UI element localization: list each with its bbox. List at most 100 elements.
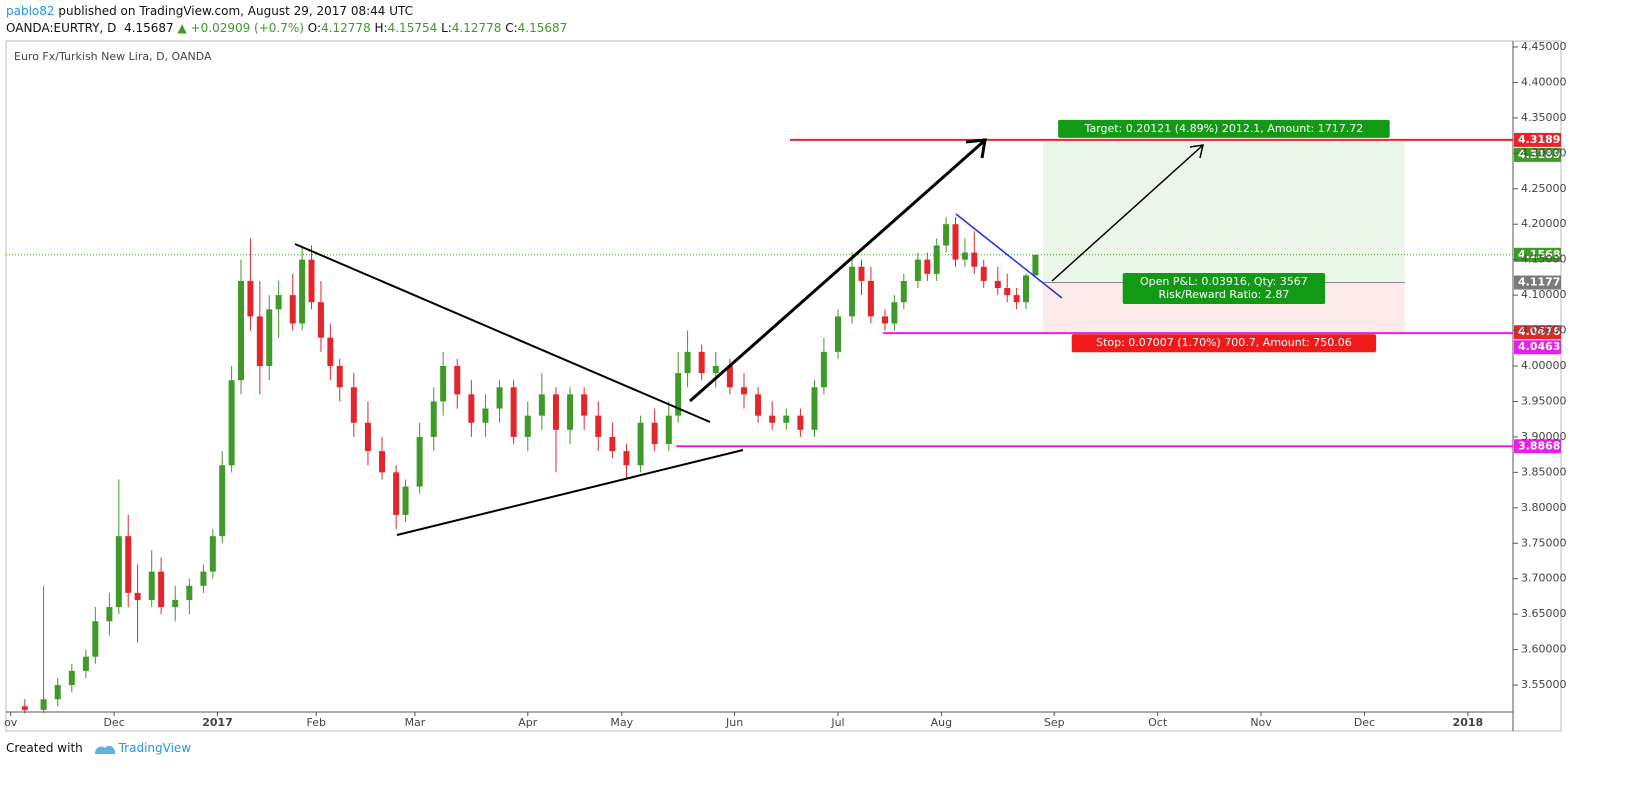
- candle-body: [256, 316, 263, 367]
- y-tick-label: 3.70000: [1521, 572, 1567, 585]
- y-tick-label: 3.75000: [1521, 536, 1567, 549]
- y-tick-label: 4.40000: [1521, 75, 1567, 88]
- candle-body: [651, 422, 658, 444]
- x-tick-label: Nov: [1250, 716, 1272, 729]
- candle-body: [712, 366, 719, 374]
- candle-body: [266, 309, 273, 367]
- candle-body: [820, 351, 827, 388]
- candle-body: [115, 536, 122, 608]
- h: 4.15754: [387, 21, 438, 35]
- y-tick-label: 4.15000: [1521, 253, 1567, 266]
- candle-body: [1004, 288, 1011, 296]
- candle-body: [933, 245, 940, 274]
- y-tick-label: 3.95000: [1521, 394, 1567, 407]
- publish-line: pablo82 published on TradingView.com, Au…: [6, 4, 413, 18]
- y-tick-label: 4.25000: [1521, 182, 1567, 195]
- candle-body: [275, 295, 282, 310]
- candle-body: [21, 706, 28, 710]
- price-label: 4.31891: [1518, 148, 1568, 161]
- candle-body: [379, 451, 386, 473]
- candle-body: [961, 252, 968, 260]
- c-label: C:: [505, 21, 518, 35]
- price-label: 4.31891: [1518, 133, 1568, 146]
- candle-body: [148, 571, 155, 600]
- candle-body: [186, 585, 193, 600]
- candle-body: [430, 401, 437, 437]
- price-label-box: [1514, 275, 1561, 290]
- candle-body: [924, 259, 931, 274]
- y-tick-label: 3.55000: [1521, 678, 1567, 691]
- price-label: 4.1177: [1518, 276, 1560, 289]
- candle-body: [867, 280, 874, 317]
- candle-body: [82, 656, 89, 671]
- c: 4.15687: [517, 21, 568, 35]
- candle-body: [327, 337, 334, 367]
- x-tick-label: Dec: [1354, 716, 1375, 729]
- chart-title: Euro Fx/Turkish New Lira, D, OANDA: [14, 50, 212, 63]
- label-text: Stop: 0.07007 (1.70%) 700.7, Amount: 750…: [1096, 336, 1352, 349]
- arrow-head: [1189, 144, 1204, 159]
- candle-body: [797, 415, 804, 430]
- brand[interactable]: TradingView: [118, 741, 192, 755]
- candle-body: [336, 366, 343, 388]
- y-tick-label: 3.90000: [1521, 430, 1567, 443]
- arrow: [689, 140, 984, 403]
- price-label-box: [1514, 325, 1561, 340]
- candle-body: [698, 351, 705, 374]
- candle-body: [1023, 275, 1030, 303]
- candle-body: [755, 394, 762, 416]
- candle-body: [581, 394, 588, 416]
- y-tick-label: 4.10000: [1521, 288, 1567, 301]
- candle-body: [637, 422, 644, 466]
- x-tick-label: Mar: [405, 716, 426, 729]
- y-tick-label: 4.45000: [1521, 40, 1567, 53]
- h-label: H:: [374, 21, 388, 35]
- candle-body: [219, 465, 226, 537]
- x-tick-label: Feb: [306, 716, 325, 729]
- candle-body: [858, 266, 865, 281]
- footer: Created with TradingView: [6, 741, 191, 756]
- candle-body: [350, 387, 357, 423]
- x-tick-label: Sep: [1044, 716, 1065, 729]
- price-label: 4.04638: [1518, 340, 1568, 353]
- drawings: [294, 138, 1204, 536]
- change: ▲ +0.02909 (+0.7%): [177, 21, 304, 35]
- candle-body: [416, 436, 423, 487]
- published: published on TradingView.com, August 29,…: [58, 4, 414, 18]
- y-tick-label: 3.65000: [1521, 607, 1567, 620]
- o: 4.12778: [321, 21, 371, 35]
- arrow: [1051, 145, 1203, 282]
- trendline: [955, 213, 1063, 299]
- candle-body: [106, 607, 113, 622]
- candle-body: [510, 387, 517, 437]
- author[interactable]: pablo82: [6, 4, 55, 18]
- candle-body: [125, 536, 132, 593]
- candle-body: [496, 387, 503, 409]
- candle-body: [247, 280, 254, 317]
- x-tick-label: ov: [4, 716, 18, 729]
- candle-body: [811, 387, 818, 430]
- price-label: 3.88682: [1518, 439, 1568, 452]
- candle-body: [1032, 254, 1039, 276]
- candle-body: [317, 302, 324, 338]
- logo: [94, 745, 115, 754]
- candle-body: [783, 415, 790, 423]
- y-tick-label: 3.85000: [1521, 465, 1567, 478]
- price-label-box: [1514, 340, 1561, 355]
- candle-body: [769, 415, 776, 423]
- y-tick-label: 3.60000: [1521, 643, 1567, 656]
- frame: [5, 40, 1562, 732]
- x-tick-label: 2018: [1453, 716, 1484, 729]
- candle-body: [623, 451, 630, 466]
- candle-body: [68, 670, 75, 686]
- label-text: Target: 0.20121 (4.89%) 2012.1, Amount: …: [1084, 122, 1364, 135]
- label-box: [1122, 273, 1326, 305]
- y-tick-label: 4.00000: [1521, 359, 1567, 372]
- x-tick-label: Apr: [518, 716, 538, 729]
- candle-body: [524, 415, 531, 437]
- candle-body: [1013, 295, 1020, 303]
- arrow-head: [965, 138, 987, 159]
- y-tick-label: 4.30000: [1521, 146, 1567, 159]
- candle-body: [209, 536, 216, 572]
